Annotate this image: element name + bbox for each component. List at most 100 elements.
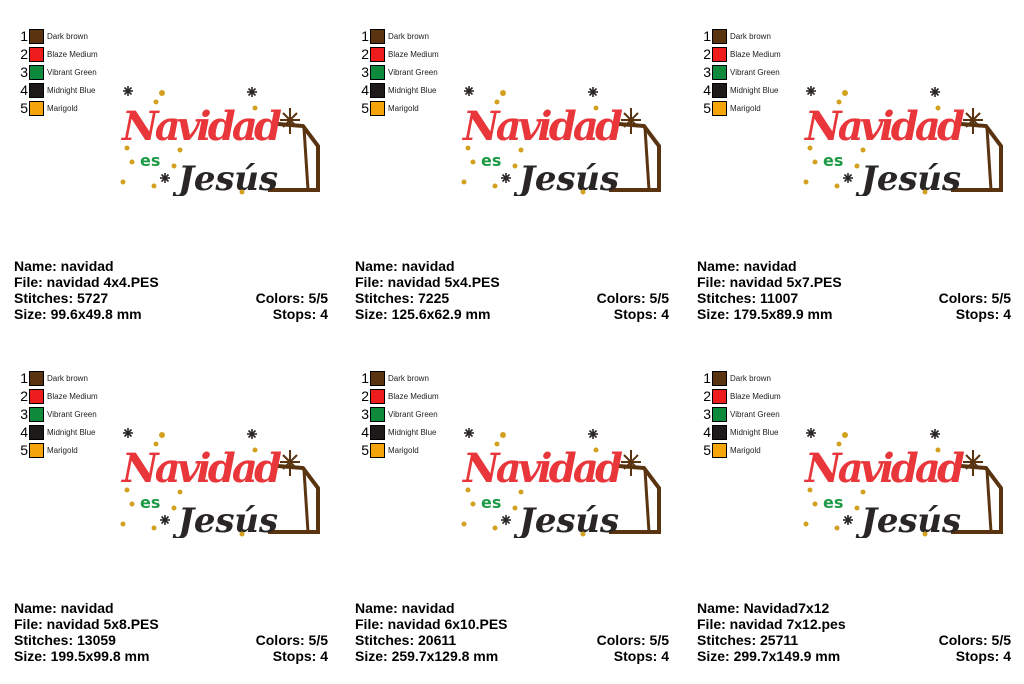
design-size: Size: 199.5x99.8 mm	[14, 648, 150, 664]
color-swatch	[370, 64, 385, 80]
color-swatch	[712, 406, 727, 422]
legend-item: 4 Midnight Blue	[701, 81, 781, 99]
legend-item: 3 Vibrant Green	[359, 405, 439, 423]
color-count: Colors: 5/5	[255, 632, 328, 648]
color-name: Vibrant Green	[388, 409, 438, 419]
svg-text:es: es	[140, 151, 160, 170]
color-number: 4	[361, 82, 369, 98]
color-swatch	[712, 424, 727, 440]
legend-item: 1 Dark brown	[701, 369, 781, 387]
design-info: Name: navidad File: navidad 5x7.PES Stit…	[697, 258, 1011, 322]
svg-text:Navidad: Navidad	[461, 103, 623, 150]
design-size: Size: 99.6x49.8 mm	[14, 306, 142, 322]
color-swatch	[712, 370, 727, 386]
color-number: 1	[703, 28, 711, 44]
stitch-count: Stitches: 7225	[355, 290, 450, 306]
legend-item: 1 Dark brown	[359, 369, 439, 387]
svg-text:es: es	[823, 493, 843, 512]
design-card: 1 Dark brown 2 Blaze Medium 3 Vibrant Green 4 M…	[0, 0, 341, 342]
color-swatch	[370, 424, 385, 440]
design-name: Name: navidad	[14, 258, 114, 274]
design-name: Name: Navidad7x12	[697, 600, 830, 616]
stop-count: Stops: 4	[955, 306, 1011, 322]
color-legend: 1 Dark brown 2 Blaze Medium 3 Vibrant Green 4 M…	[701, 369, 781, 459]
color-number: 4	[20, 82, 28, 98]
color-number: 2	[361, 46, 369, 62]
color-count: Colors: 5/5	[596, 632, 669, 648]
color-name: Marigold	[388, 103, 419, 113]
color-name: Vibrant Green	[730, 67, 780, 77]
color-swatch	[712, 82, 727, 98]
color-swatch	[370, 100, 385, 116]
svg-text:Jesús: Jesús	[172, 159, 278, 196]
embroidery-preview: Navidad es Jesús	[803, 428, 1003, 538]
color-number: 1	[361, 370, 369, 386]
color-name: Marigold	[47, 103, 78, 113]
svg-text:Navidad: Navidad	[461, 445, 623, 492]
color-name: Dark brown	[388, 31, 429, 41]
design-size: Size: 299.7x149.9 mm	[697, 648, 841, 664]
legend-item: 5 Marigold	[701, 441, 781, 459]
color-swatch	[29, 28, 44, 44]
legend-item: 1 Dark brown	[18, 27, 98, 45]
design-info: Name: navidad File: navidad 5x8.PES Stit…	[14, 600, 328, 664]
color-name: Vibrant Green	[730, 409, 780, 419]
color-number: 4	[703, 424, 711, 440]
embroidery-preview: Navidad es Jesús	[120, 86, 320, 196]
color-number: 2	[20, 388, 28, 404]
color-number: 5	[20, 442, 28, 458]
legend-item: 5 Marigold	[359, 99, 439, 117]
color-swatch	[712, 64, 727, 80]
legend-item: 2 Blaze Medium	[18, 45, 97, 63]
color-name: Midnight Blue	[730, 427, 779, 437]
color-name: Dark brown	[730, 373, 771, 383]
svg-text:Jesús: Jesús	[513, 501, 619, 538]
color-name: Blaze Medium	[730, 391, 781, 401]
color-name: Dark brown	[47, 31, 88, 41]
embroidery-preview: Navidad es Jesús	[461, 86, 661, 196]
file-name: File: navidad 7x12.pes	[697, 616, 846, 632]
svg-text:Navidad: Navidad	[120, 103, 282, 150]
design-info: Name: navidad File: navidad 6x10.PES Sti…	[355, 600, 669, 664]
design-card: 1 Dark brown 2 Blaze Medium 3 Vibrant Green 4 M…	[341, 342, 682, 684]
color-name: Midnight Blue	[730, 85, 779, 95]
color-number: 5	[361, 442, 369, 458]
color-number: 3	[361, 64, 369, 80]
svg-text:Jesús: Jesús	[855, 159, 961, 196]
color-legend: 1 Dark brown 2 Blaze Medium 3 Vibrant Green 4 M…	[359, 369, 439, 459]
color-name: Dark brown	[388, 373, 429, 383]
color-name: Blaze Medium	[47, 391, 98, 401]
color-swatch	[370, 82, 385, 98]
legend-item: 5 Marigold	[18, 441, 98, 459]
star-icon	[963, 108, 983, 134]
svg-text:es: es	[481, 151, 501, 170]
file-name: File: navidad 6x10.PES	[355, 616, 508, 632]
color-name: Midnight Blue	[388, 427, 437, 437]
stop-count: Stops: 4	[272, 306, 328, 322]
gold-dots	[461, 432, 599, 537]
star-icon	[621, 450, 641, 476]
legend-item: 3 Vibrant Green	[701, 63, 781, 81]
legend-item: 4 Midnight Blue	[18, 81, 98, 99]
design-info: Name: navidad File: navidad 4x4.PES Stit…	[14, 258, 328, 322]
color-swatch	[712, 100, 727, 116]
color-number: 5	[703, 442, 711, 458]
color-name: Marigold	[730, 103, 761, 113]
color-number: 5	[20, 100, 28, 116]
color-swatch	[370, 406, 385, 422]
color-number: 2	[703, 388, 711, 404]
stop-count: Stops: 4	[955, 648, 1011, 664]
design-name: Name: navidad	[697, 258, 797, 274]
svg-text:Navidad: Navidad	[803, 445, 965, 492]
color-number: 5	[361, 100, 369, 116]
file-name: File: navidad 5x8.PES	[14, 616, 159, 632]
gold-dots	[461, 90, 599, 195]
svg-text:Jesús: Jesús	[513, 159, 619, 196]
color-number: 3	[703, 64, 711, 80]
design-name: Name: navidad	[355, 258, 455, 274]
color-legend: 1 Dark brown 2 Blaze Medium 3 Vibrant Green 4 M…	[18, 369, 98, 459]
color-swatch	[29, 64, 44, 80]
color-count: Colors: 5/5	[255, 290, 328, 306]
asterisk-icons	[806, 428, 940, 525]
gold-dots	[803, 90, 941, 195]
